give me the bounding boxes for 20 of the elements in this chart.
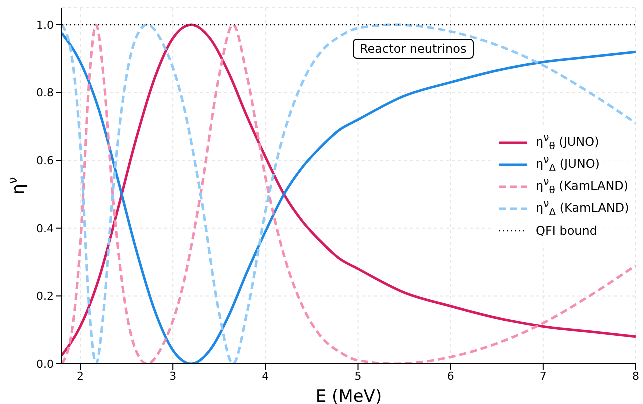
x-tick-label: 3 <box>170 370 177 383</box>
annotation: Reactor neutrinos <box>353 39 474 59</box>
legend-label: QFI bound <box>536 224 598 238</box>
legend-label: η$^{ν}$$_{θ}$ (JUNO) <box>536 133 600 153</box>
y-tick-label: 0.4 <box>36 222 54 236</box>
y-tick-label: 0.0 <box>36 358 54 371</box>
x-tick-label: 8 <box>632 370 640 383</box>
x-tick-label: 2 <box>77 370 84 383</box>
x-tick-label: 4 <box>262 370 270 383</box>
legend-label: η$^{ν}$$_{Δ}$ (JUNO) <box>536 155 600 175</box>
legend-label: η$^{ν}$$_{Δ}$ (KamLAND) <box>536 199 630 219</box>
y-tick-label: 1.0 <box>36 18 54 32</box>
y-tick-label: 0.8 <box>36 86 54 100</box>
y-tick-label: 0.2 <box>36 290 54 304</box>
legend-label: η$^{ν}$$_{θ}$ (KamLAND) <box>536 177 629 197</box>
x-tick-label: 5 <box>354 370 362 383</box>
x-axis-title: E (MeV) <box>316 387 382 404</box>
x-tick-label: 7 <box>540 370 547 383</box>
y-tick-label: 0.6 <box>36 154 54 168</box>
x-tick-label: 6 <box>447 370 454 383</box>
